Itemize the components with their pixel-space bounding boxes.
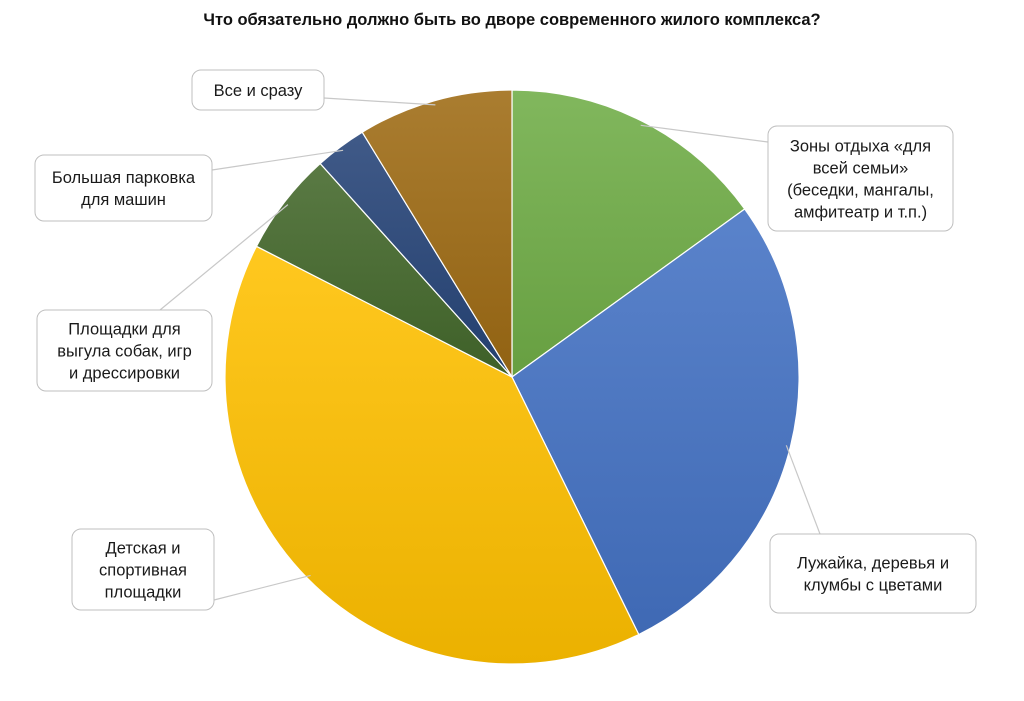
data-label-box xyxy=(36,309,213,392)
leader-line xyxy=(159,204,289,311)
pie-slices xyxy=(224,89,800,665)
data-label-text: Большая парковка для машин xyxy=(52,169,196,209)
data-label-box xyxy=(34,154,213,222)
data-label: Лужайка, деревья и клумбы с цветами xyxy=(769,533,977,614)
data-label-box xyxy=(191,69,325,111)
leader-line xyxy=(211,149,344,171)
pie-slice xyxy=(361,89,513,380)
data-label: Зоны отдыха «для всей семьи» (беседки, ман… xyxy=(767,125,954,232)
pie-slice xyxy=(511,208,800,636)
data-label: Большая парковка для машин xyxy=(34,154,213,222)
data-label-text: Лужайка, деревья и клумбы с цветами xyxy=(797,555,949,595)
data-label: Площадки для выгула собак, игр и дрессиров… xyxy=(36,309,213,392)
leader-line xyxy=(640,124,769,143)
chart-title: Что обязательно должно быть во дворе сов… xyxy=(203,11,820,29)
data-label-text: Площадки для выгула собак, игр и дрессиров… xyxy=(57,321,192,383)
pie-slice xyxy=(511,89,746,379)
leader-line xyxy=(785,445,821,535)
data-label-text: Все и сразу xyxy=(214,82,304,100)
data-label-box xyxy=(769,533,977,614)
leader-line xyxy=(213,574,311,601)
data-label-text: Детская и спортивная площадки xyxy=(99,540,187,602)
data-label-box xyxy=(71,528,215,611)
data-label: Все и сразу xyxy=(191,69,325,111)
data-label-text: Зоны отдыха «для всей семьи» (беседки, ман… xyxy=(787,138,934,222)
leader-lines xyxy=(159,97,821,601)
data-label: Детская и спортивная площадки xyxy=(71,528,215,611)
pie-slice xyxy=(224,245,640,665)
data-label-box xyxy=(767,125,954,232)
leader-line xyxy=(323,97,436,106)
data-labels: Зоны отдыха «для всей семьи» (беседки, ман… xyxy=(34,69,977,614)
